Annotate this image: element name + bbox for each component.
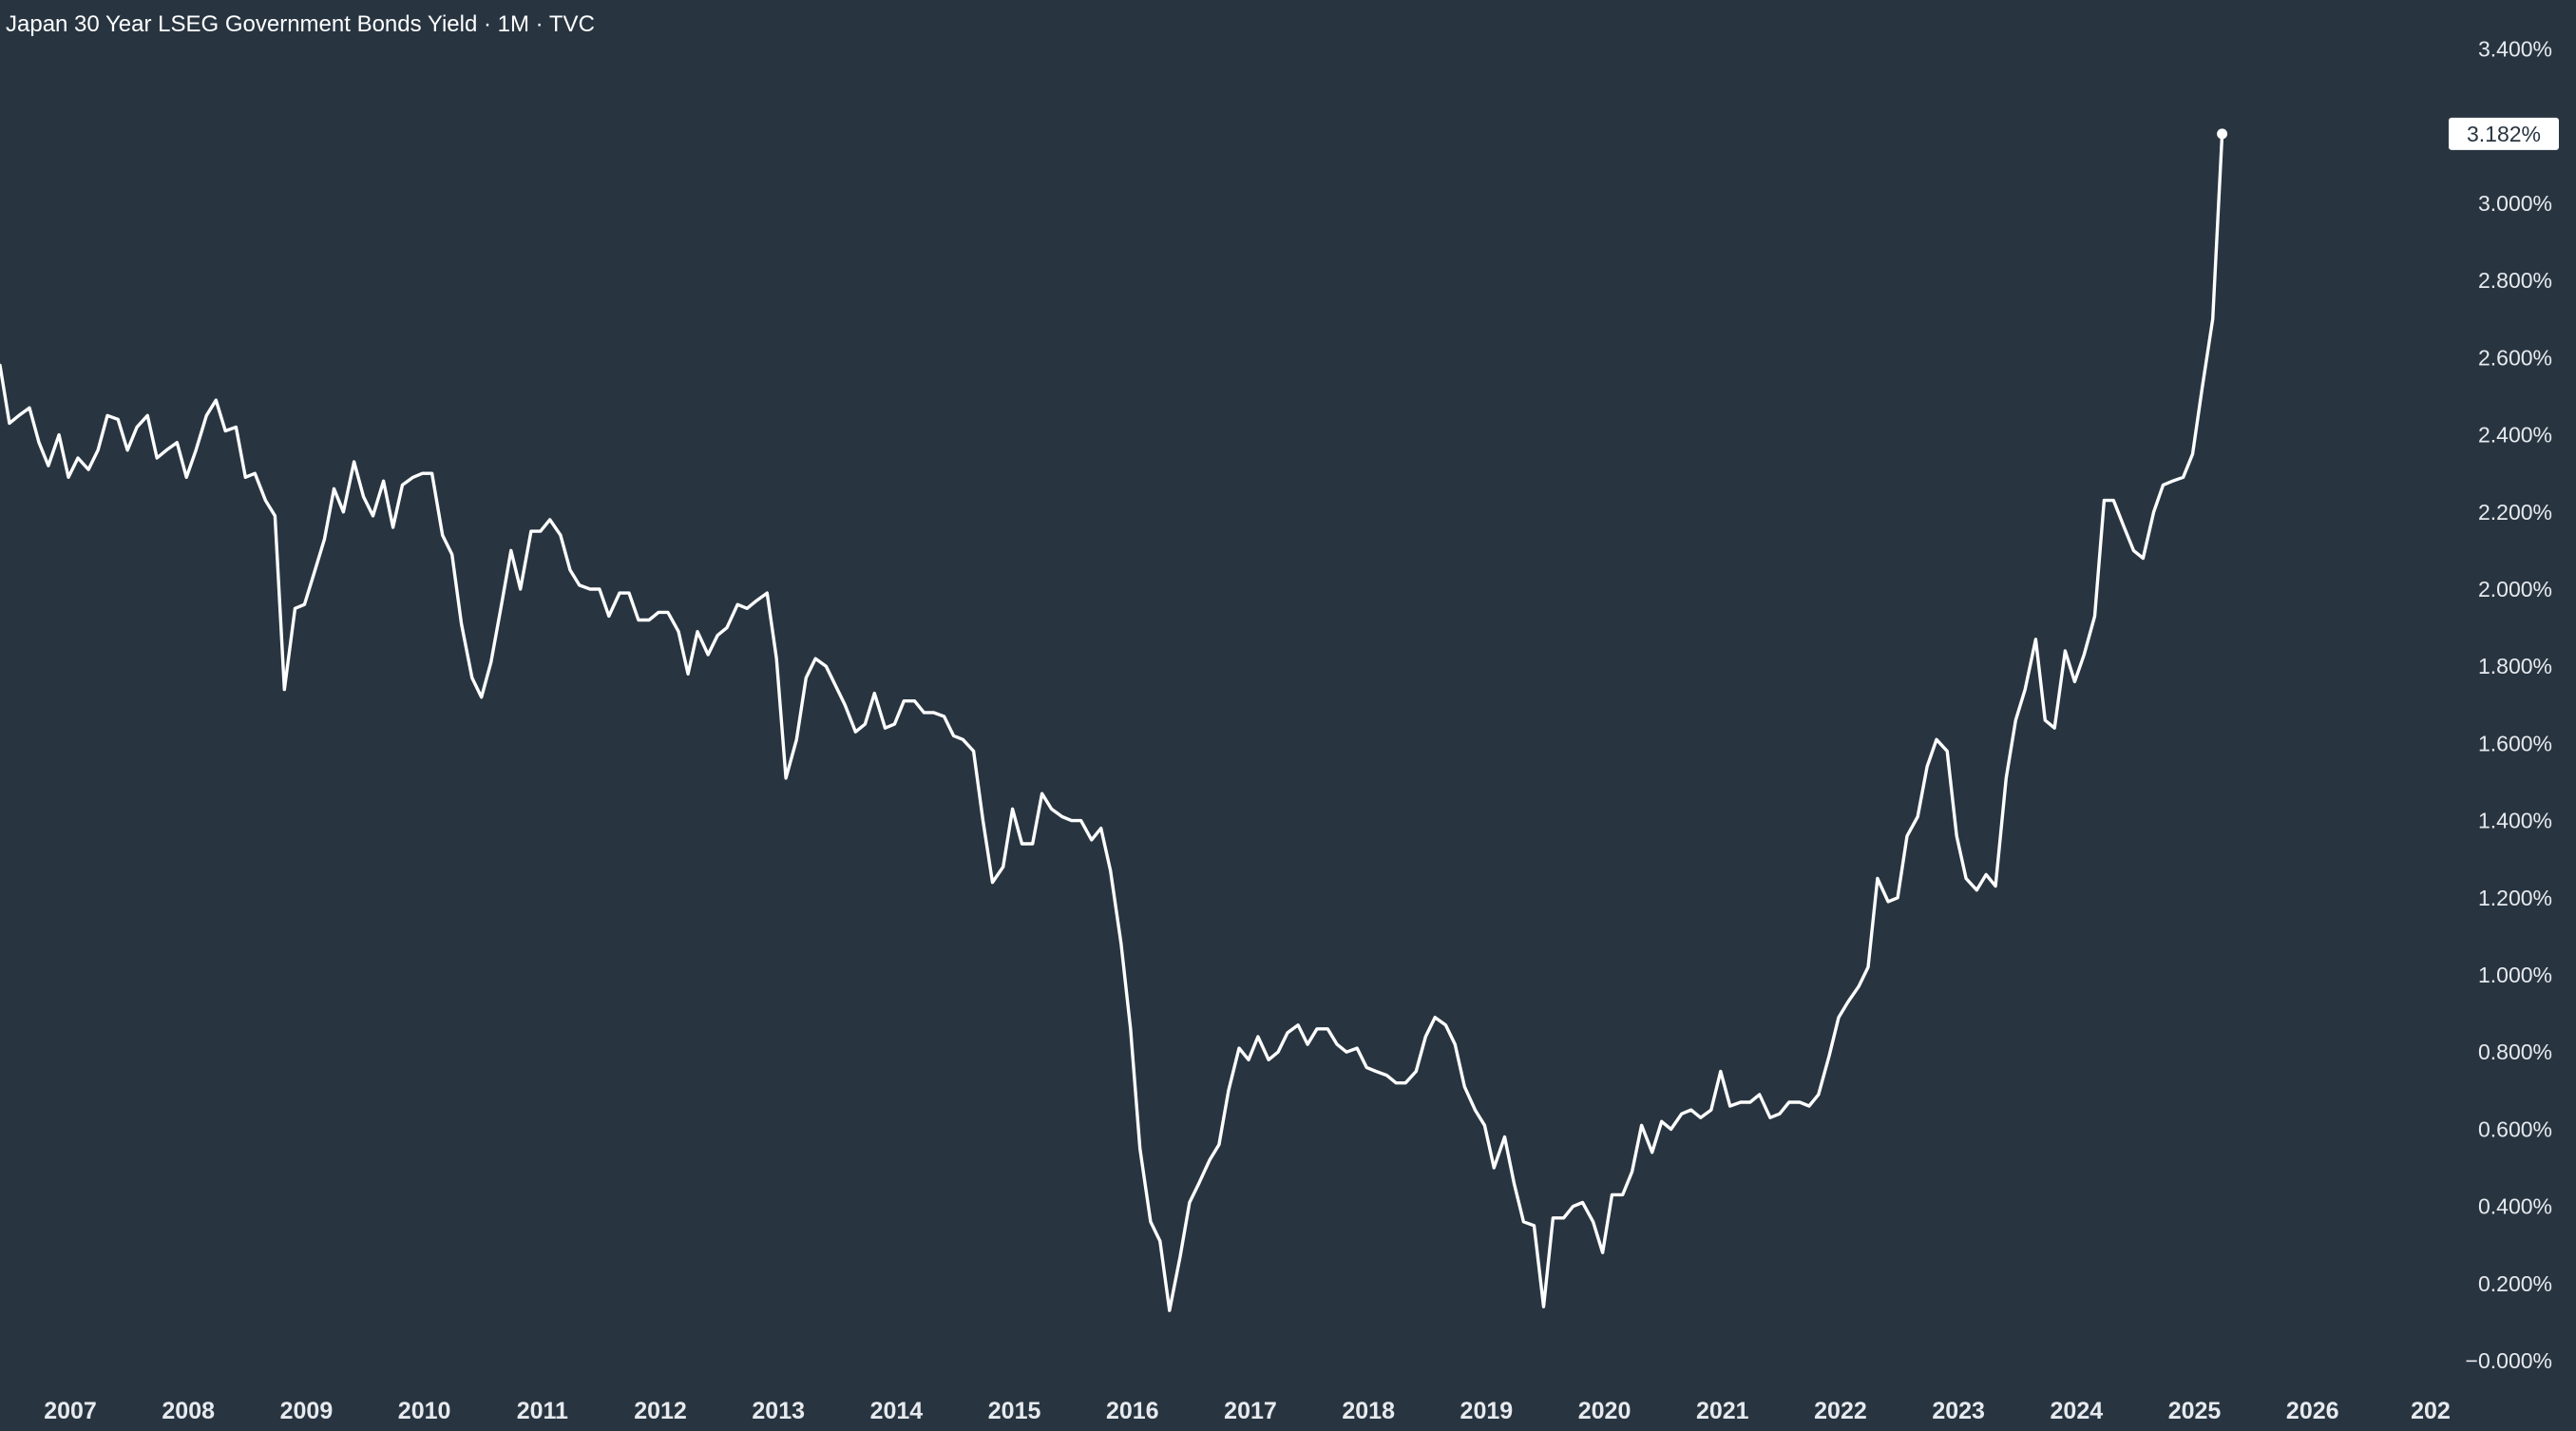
y-tick-label: 0.400% [2478,1194,2552,1219]
chart-title: Japan 30 Year LSEG Government Bonds Yiel… [6,11,595,37]
x-tick-label: 2007 [44,1398,97,1424]
x-tick-label: 2016 [1106,1398,1159,1424]
x-tick-label: 2023 [1932,1398,1985,1424]
series-line [0,132,2224,1312]
y-tick-label: 2.600% [2478,345,2552,370]
x-tick-label: 2008 [162,1398,215,1424]
y-tick-label: 2.200% [2478,500,2552,525]
y-tick-label: 2.000% [2478,577,2552,601]
y-tick-label: 2.400% [2478,423,2552,448]
last-value-dot [2217,128,2228,140]
last-value-label: 3.182% [2467,122,2541,146]
y-tick-label: 1.200% [2478,886,2552,910]
x-tick-label: 2017 [1224,1398,1277,1424]
y-tick-label: 1.000% [2478,963,2552,987]
x-tick-label: 2012 [634,1398,687,1424]
y-tick-label: 3.000% [2478,191,2552,216]
x-tick-label: 2015 [988,1398,1041,1424]
x-tick-label: 202 [2411,1398,2451,1424]
last-value-badge [2449,117,2559,150]
x-tick-label: 2026 [2286,1398,2339,1424]
y-tick-label: 2.800% [2478,268,2552,293]
x-tick-label: 2019 [1460,1398,1514,1424]
y-tick-label: 1.600% [2478,731,2552,755]
x-tick-label: 2024 [2051,1398,2104,1424]
y-tick-label: −0.000% [2466,1348,2552,1373]
x-tick-label: 2014 [870,1398,924,1424]
x-tick-label: 2021 [1696,1398,1749,1424]
y-tick-label: 0.800% [2478,1040,2552,1064]
x-tick-label: 2013 [752,1398,805,1424]
x-tick-label: 2018 [1342,1398,1395,1424]
x-tick-label: 2020 [1578,1398,1631,1424]
x-tick-label: 2022 [1814,1398,1867,1424]
y-tick-label: 1.400% [2478,809,2552,833]
x-tick-label: 2010 [398,1398,451,1424]
x-tick-label: 2025 [2168,1398,2222,1424]
y-tick-label: 3.400% [2478,37,2552,62]
x-tick-label: 2011 [517,1398,568,1424]
y-tick-label: 1.800% [2478,654,2552,678]
y-tick-label: 0.200% [2478,1271,2552,1296]
x-tick-label: 2009 [280,1398,334,1424]
y-tick-label: 0.600% [2478,1116,2552,1141]
